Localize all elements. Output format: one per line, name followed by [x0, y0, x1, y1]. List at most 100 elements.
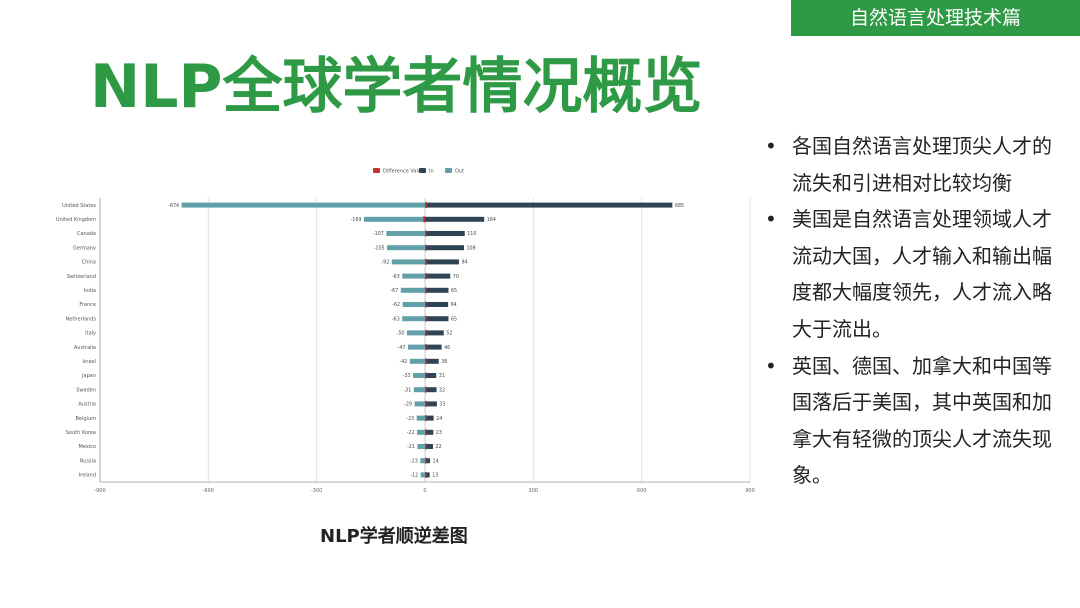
- category-label: Canada: [77, 231, 96, 237]
- out-bar: [408, 344, 425, 350]
- in-bar: [425, 316, 449, 322]
- legend-label: Difference Value: [383, 168, 424, 174]
- difference-bar: [425, 202, 427, 209]
- difference-bar: [425, 287, 427, 294]
- chart-grid: [99, 198, 751, 483]
- category-label: Austria: [78, 402, 96, 408]
- out-value-label: -50: [397, 331, 405, 337]
- in-value-label: 52: [446, 331, 452, 337]
- category-label: Netherlands: [66, 316, 97, 322]
- in-value-label: 108: [467, 245, 476, 251]
- category-label: Sweden: [76, 387, 96, 393]
- out-bar: [417, 444, 425, 449]
- bullet-list: • 各国自然语言处理顶尖人才的流失和引进相对比较均衡 • 美国是自然语言处理领域人才…: [765, 128, 1065, 494]
- difference-bar: [423, 216, 425, 223]
- out-value-label: -92: [381, 260, 389, 266]
- x-tick-label: -300: [311, 488, 322, 494]
- difference-bar: [425, 301, 427, 308]
- out-bar: [420, 472, 425, 478]
- legend-swatch: [419, 168, 426, 173]
- in-value-label: 14: [433, 458, 439, 464]
- category-label: Japan: [81, 373, 96, 379]
- out-bar: [391, 259, 425, 265]
- in-bar: [425, 302, 449, 307]
- in-bar: [425, 259, 459, 265]
- x-tick-label: 600: [637, 488, 647, 494]
- out-value-label: -29: [404, 402, 412, 408]
- in-value-label: 70: [453, 274, 459, 280]
- category-label: United Kingdom: [56, 217, 96, 223]
- bullet-dot-icon: •: [765, 207, 777, 232]
- x-tick-label: -600: [203, 488, 214, 494]
- out-bar: [363, 216, 425, 222]
- out-bar: [402, 302, 425, 307]
- page-title: NLP全球学者情况概览: [90, 52, 703, 122]
- out-bar: [181, 202, 425, 208]
- in-value-label: 46: [444, 345, 450, 351]
- out-value-label: -169: [351, 217, 362, 223]
- chart-x-tick-labels: -900 -600 -300 0 300 600 900: [94, 488, 754, 494]
- category-label: Australia: [74, 345, 96, 351]
- difference-bar: [425, 358, 427, 365]
- in-value-label: 23: [436, 430, 442, 436]
- bullet-dot-icon: •: [765, 353, 777, 378]
- category-label: Germany: [73, 245, 96, 251]
- in-value-label: 164: [487, 217, 496, 223]
- out-value-label: -47: [398, 345, 406, 351]
- out-bar: [414, 401, 425, 407]
- out-value-label: -23: [406, 416, 414, 422]
- difference-bar: [425, 457, 427, 464]
- out-value-label: -42: [399, 359, 407, 365]
- legend-label: In: [429, 168, 434, 174]
- section-banner: 自然语言处理技术篇: [791, 0, 1080, 36]
- chart-category-labels: United States United Kingdom Canada Germany…: [56, 203, 97, 479]
- out-bar: [386, 231, 425, 236]
- difference-bar: [425, 315, 427, 322]
- difference-bar: [425, 400, 427, 407]
- out-value-label: -107: [373, 231, 384, 237]
- category-label: India: [84, 288, 96, 294]
- in-bar: [425, 472, 430, 478]
- out-value-label: -31: [403, 387, 411, 393]
- category-label: Israel: [82, 359, 96, 365]
- out-bar: [420, 458, 425, 464]
- in-bar: [425, 387, 437, 393]
- out-bar: [417, 429, 425, 435]
- x-tick-label: -900: [94, 488, 105, 494]
- out-value-label: -22: [407, 430, 415, 436]
- difference-bar: [425, 429, 427, 436]
- out-value-label: -63: [392, 274, 400, 280]
- in-bar: [425, 216, 485, 222]
- bullet-item: • 美国是自然语言处理领域人才流动大国，人才输入和输出幅度都大幅度领先，人才流入略…: [765, 201, 1065, 347]
- in-value-label: 94: [461, 260, 467, 266]
- bullet-item: • 英国、德国、加拿大和中国等国落后于美国，其中英国和加拿大有轻微的顶尖人才流失现…: [765, 348, 1065, 494]
- difference-bar: [425, 415, 427, 422]
- bullet-text: 美国是自然语言处理领域人才流动大国，人才输入和输出幅度都大幅度领先，人才流入略大…: [792, 207, 1052, 341]
- out-value-label: -12: [410, 473, 418, 479]
- bullet-dot-icon: •: [765, 134, 777, 158]
- diverging-bar-chart: Difference Value In Out 685 -674 164 -169 110 -…: [56, 168, 755, 494]
- in-bar: [425, 231, 465, 236]
- in-bar: [425, 330, 444, 336]
- category-label: Russia: [80, 458, 96, 464]
- out-bar: [406, 330, 425, 336]
- category-label: France: [79, 302, 96, 308]
- out-bar: [413, 373, 425, 378]
- in-bar: [425, 287, 449, 293]
- in-bar: [425, 358, 439, 364]
- difference-bar: [425, 244, 427, 251]
- bullet-text: 各国自然语言处理顶尖人才的流失和引进相对比较均衡: [792, 134, 1052, 195]
- out-value-label: -21: [407, 444, 415, 450]
- category-label: Mexico: [79, 444, 96, 450]
- in-bar: [425, 458, 431, 464]
- out-value-label: -105: [374, 245, 385, 251]
- category-label: Belgium: [76, 416, 97, 422]
- out-value-label: -67: [390, 288, 398, 294]
- out-value-label: -33: [403, 373, 411, 379]
- out-value-label: -13: [410, 458, 418, 464]
- bullet-text: 英国、德国、加拿大和中国等国落后于美国，其中英国和加拿大有轻微的顶尖人才流失现象…: [792, 353, 1052, 488]
- in-bar: [425, 273, 451, 279]
- out-value-label: -63: [392, 316, 400, 322]
- in-bar: [425, 444, 433, 449]
- legend-label: Out: [455, 168, 464, 174]
